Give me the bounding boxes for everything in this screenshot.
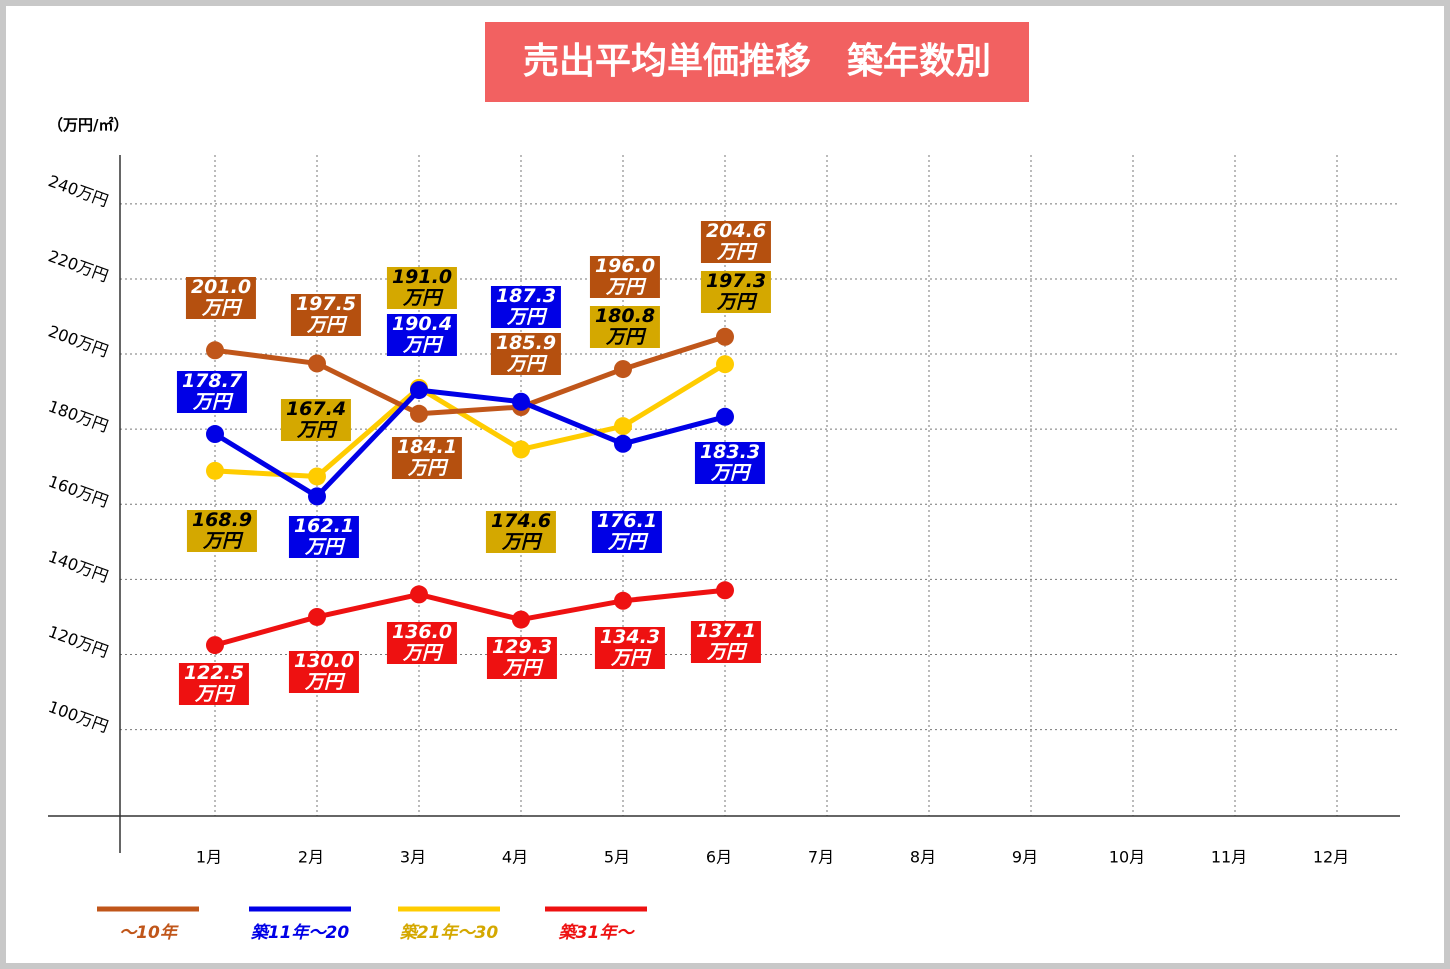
y-tick-label: 240万円 xyxy=(46,171,111,210)
point xyxy=(716,407,734,426)
data-label: 137.1 万円 xyxy=(690,621,762,663)
data-label: 168.9 万円 xyxy=(186,510,258,552)
data-label: 136.0 万円 xyxy=(386,622,458,664)
y-tick-label: 160万円 xyxy=(46,472,111,511)
data-label: 162.1 万円 xyxy=(288,516,360,558)
legend-label: 築11年～20 xyxy=(250,923,350,943)
y-tick-label: 140万円 xyxy=(46,547,111,586)
point xyxy=(512,610,530,629)
point xyxy=(206,461,224,480)
point xyxy=(716,355,734,374)
x-tick-label: 4月 xyxy=(502,848,528,867)
point xyxy=(410,585,428,604)
data-label: 204.6 万円 xyxy=(700,221,772,263)
x-tick-label: 12月 xyxy=(1313,848,1349,867)
series-line xyxy=(213,387,726,499)
point xyxy=(410,404,428,423)
chart-title: 売出平均単価推移 築年数別 xyxy=(485,22,1029,102)
point xyxy=(206,636,224,655)
x-tick-label: 9月 xyxy=(1012,848,1038,867)
x-tick-label: 2月 xyxy=(298,848,324,867)
data-label: 183.3 万円 xyxy=(694,442,766,484)
x-tick-label: 8月 xyxy=(910,848,936,867)
data-label: 129.3 万円 xyxy=(486,637,558,679)
x-tick-label: 3月 xyxy=(400,848,426,867)
y-tick-label: 220万円 xyxy=(46,246,111,285)
data-label: 190.4 万円 xyxy=(386,314,458,356)
point xyxy=(308,354,326,373)
series-line xyxy=(214,362,727,479)
point xyxy=(308,607,326,626)
point xyxy=(716,581,734,600)
y-tick-label: 200万円 xyxy=(46,321,111,360)
y-tick-label: 120万円 xyxy=(46,622,111,661)
data-label: 197.3 万円 xyxy=(700,271,772,313)
data-label: 185.9 万円 xyxy=(490,333,562,375)
data-label: 191.0 万円 xyxy=(386,267,458,309)
legend-label: 築31年～ xyxy=(558,923,634,943)
legend-label: 築21年～30 xyxy=(399,923,499,943)
data-label: 180.8 万円 xyxy=(589,306,661,348)
data-label: 167.4 万円 xyxy=(280,399,352,441)
point xyxy=(308,467,326,486)
legend-label: ～10年 xyxy=(119,923,177,943)
point xyxy=(614,417,632,436)
y-tick-label: 180万円 xyxy=(46,397,111,436)
point xyxy=(512,392,530,411)
point xyxy=(614,434,632,453)
x-tick-label: 5月 xyxy=(604,848,630,867)
data-label: 184.1 万円 xyxy=(391,437,463,479)
point xyxy=(308,487,326,506)
data-label: 178.7 万円 xyxy=(176,371,248,413)
data-label: 174.6 万円 xyxy=(485,511,557,553)
data-label: 176.1 万円 xyxy=(591,511,663,553)
data-label: 197.5 万円 xyxy=(290,294,362,336)
data-label: 134.3 万円 xyxy=(594,627,666,669)
data-label: 122.5 万円 xyxy=(178,663,250,705)
y-tick-label: 100万円 xyxy=(46,697,111,736)
series-line xyxy=(214,334,726,417)
y-axis-label: （万円/㎡） xyxy=(48,116,129,134)
point xyxy=(614,591,632,610)
point xyxy=(512,440,530,459)
point xyxy=(716,327,734,346)
x-tick-label: 6月 xyxy=(706,848,732,867)
data-label: 130.0 万円 xyxy=(288,651,360,693)
point xyxy=(410,381,428,400)
point xyxy=(206,425,224,444)
data-label: 201.0 万円 xyxy=(185,277,257,319)
x-tick-label: 7月 xyxy=(808,848,834,867)
data-label: 196.0 万円 xyxy=(589,256,661,298)
x-tick-label: 10月 xyxy=(1109,848,1145,867)
series-line xyxy=(214,587,726,648)
point xyxy=(206,341,224,360)
point xyxy=(614,360,632,379)
data-label: 187.3 万円 xyxy=(490,286,562,328)
x-tick-label: 1月 xyxy=(196,848,222,867)
x-tick-label: 11月 xyxy=(1211,848,1247,867)
